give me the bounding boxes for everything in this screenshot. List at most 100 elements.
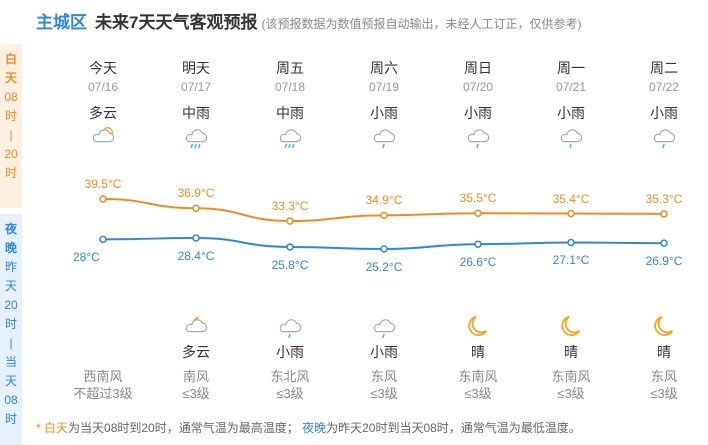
night-weather: 多云 <box>182 344 210 360</box>
wind-level: ≤3级 <box>557 386 585 401</box>
wind-direction: 西南风 <box>83 369 123 384</box>
day-weather: 小雨 <box>370 105 398 121</box>
day-weather: 中雨 <box>182 105 210 121</box>
day-date: 07/18 <box>274 80 306 94</box>
high-temp-point <box>192 204 200 212</box>
nighttime-label-char: 天 <box>4 374 17 388</box>
forecast-title: 未来7天天气客观预报 <box>95 13 258 32</box>
nighttime-label-char: 时 <box>4 317 17 331</box>
low-temp-label: 28.4°C <box>177 249 215 263</box>
low-temp-point <box>567 238 575 247</box>
wind-level: ≤3级 <box>276 386 304 401</box>
nighttime-label-char: 08 <box>4 393 18 407</box>
day-weather: 小雨 <box>650 105 678 121</box>
night-weather: 晴 <box>657 344 671 360</box>
footer-night-text: 为昨天20时到当天08时，通常气温为最低温度。 <box>326 421 581 435</box>
high-temp-label: 35.4°C <box>552 191 590 206</box>
high-temp-label: 35.5°C <box>459 191 497 206</box>
wind-direction: 东南风 <box>458 369 498 384</box>
day-date: 07/16 <box>87 80 119 94</box>
high-temp-point <box>380 211 388 220</box>
light-rain-icon <box>373 129 396 148</box>
nighttime-label: 夜晚昨天 20 时 | 当天 08 时 <box>0 214 22 445</box>
nighttime-label-char: 晚 <box>4 241 17 255</box>
light-rain-icon <box>467 129 490 148</box>
high-temp-label: 39.5°C <box>84 177 122 191</box>
high-temp-label: 36.9°C <box>177 186 215 201</box>
day-name: 今天 <box>89 60 117 76</box>
day-weather: 中雨 <box>276 105 304 121</box>
day-weather: 小雨 <box>464 105 492 121</box>
light-rain-icon <box>279 319 302 338</box>
day-name: 周日 <box>464 60 492 76</box>
partly-cloudy-icon <box>92 127 115 143</box>
daytime-label-char: 天 <box>4 71 17 85</box>
night-weather: 小雨 <box>370 344 398 360</box>
footer-day-word: 白天 <box>44 421 69 435</box>
light-rain-icon <box>373 319 396 338</box>
day-date: 07/19 <box>368 80 400 94</box>
day-name: 周六 <box>370 60 398 76</box>
moderate-rain-icon <box>185 129 208 148</box>
high-temp-point <box>286 217 294 225</box>
nighttime-label-char: 当 <box>4 355 17 369</box>
day-date: 07/21 <box>555 80 587 94</box>
low-temp-label: 25.2°C <box>365 260 403 274</box>
moon-icon <box>468 315 488 336</box>
wind-level: ≤3级 <box>650 386 678 401</box>
district-name: 主城区 <box>36 13 87 32</box>
low-temp-point <box>380 245 388 253</box>
daytime-label-char: 时 <box>4 166 17 180</box>
high-temp-label: 33.3°C <box>271 199 309 213</box>
daytime-label-char: 白 <box>4 52 17 66</box>
day-date: 07/22 <box>648 80 680 94</box>
high-temp-label: 34.9°C <box>365 193 403 208</box>
nighttime-label-char: | <box>9 336 13 350</box>
high-temp-point <box>99 195 107 203</box>
low-temp-label: 27.1°C <box>552 253 590 268</box>
footer-night-word: 夜晚 <box>302 421 327 435</box>
daytime-label-char: 20 <box>4 147 18 161</box>
low-temp-point <box>474 240 482 248</box>
forecast-note: (该预报数据为数值预报自动输出，未经人工订正，仅供参考) <box>261 17 582 31</box>
wind-direction: 东北风 <box>270 369 310 384</box>
wind-level: ≤3级 <box>464 386 492 401</box>
light-rain-icon <box>653 129 676 148</box>
nighttime-label-char: 夜 <box>4 222 17 236</box>
high-temp-point <box>567 209 575 218</box>
low-temp-point <box>286 243 294 251</box>
daytime-label-char: 时 <box>4 109 17 123</box>
night-weather: 小雨 <box>276 344 304 360</box>
daytime-label-char: 08 <box>4 90 18 104</box>
day-weather: 小雨 <box>557 105 585 121</box>
moderate-rain-icon <box>279 129 302 148</box>
page-title: 主城区 未来7天天气客观预报 (该预报数据为数值预报自动输出，未经人工订正，仅供参考… <box>36 8 582 32</box>
nighttime-label-char: 天 <box>4 279 17 293</box>
day-name: 明天 <box>182 60 210 76</box>
low-temp-label: 25.8°C <box>271 257 309 272</box>
day-name: 周五 <box>276 60 304 76</box>
nighttime-label-char: 昨 <box>4 260 17 274</box>
wind-level: 不超过3级 <box>73 386 133 401</box>
footer-day-text: 为当天08时到20时，通常气温为最高温度； <box>68 421 299 435</box>
wind-level: ≤3级 <box>370 386 398 401</box>
high-temp-label: 35.3°C <box>645 191 683 206</box>
nighttime-label-char: 时 <box>4 412 17 426</box>
high-temp-point <box>474 209 482 217</box>
nighttime-label-char: 20 <box>4 298 18 312</box>
high-temp-point <box>660 210 668 218</box>
low-temp-point <box>192 234 200 242</box>
night-weather: 晴 <box>471 344 485 360</box>
low-temp-label: 28°C <box>73 250 100 265</box>
night-weather: 晴 <box>564 344 578 360</box>
wind-direction: 东风 <box>650 369 677 384</box>
light-rain-icon <box>560 129 583 148</box>
day-date: 07/17 <box>180 80 212 94</box>
day-name: 周一 <box>557 60 585 76</box>
moon-icon <box>654 315 674 336</box>
low-temp-label: 26.9°C <box>645 254 683 269</box>
wind-direction: 东南风 <box>551 369 591 384</box>
day-name: 周二 <box>650 60 678 76</box>
footer-star: * <box>36 421 41 435</box>
